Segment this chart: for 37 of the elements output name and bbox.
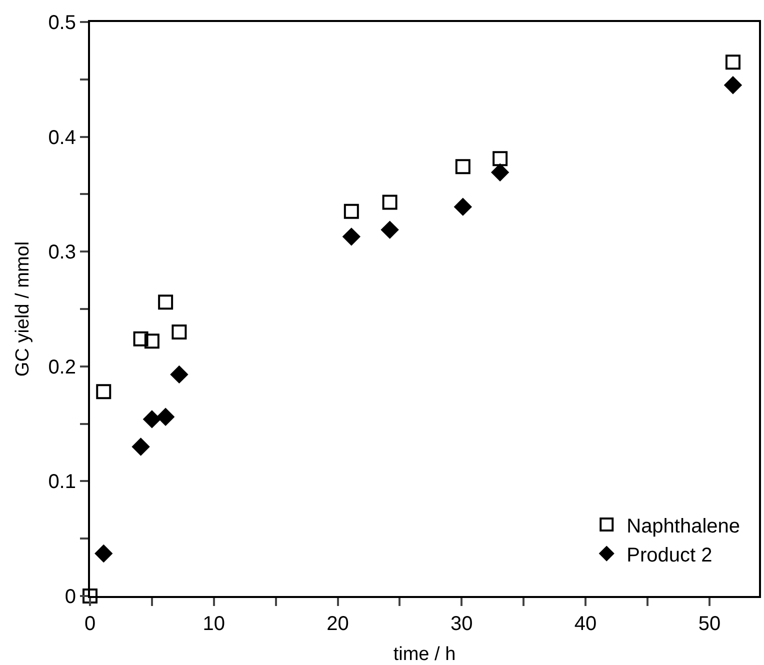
point bbox=[344, 204, 359, 219]
legend-label: Product 2 bbox=[626, 544, 712, 566]
y-tick-label: 0.2 bbox=[48, 356, 76, 378]
y-tick-label: 0.1 bbox=[48, 471, 76, 494]
point bbox=[724, 76, 742, 94]
x-tick-label: 10 bbox=[202, 613, 226, 635]
point bbox=[492, 151, 508, 166]
x-tick-label: 50 bbox=[698, 613, 721, 635]
point bbox=[94, 544, 113, 563]
point bbox=[133, 331, 148, 346]
point bbox=[144, 334, 160, 349]
x-tick-label: 20 bbox=[326, 613, 349, 635]
point bbox=[382, 194, 398, 210]
y-tick-label: 0.3 bbox=[48, 242, 76, 264]
point bbox=[342, 228, 361, 246]
y-tick-label: 0 bbox=[64, 586, 76, 608]
point bbox=[82, 588, 98, 604]
point bbox=[96, 384, 112, 400]
y-axis-title: GC yield / mmol bbox=[12, 241, 34, 377]
x-tick-label: 40 bbox=[574, 613, 597, 635]
y-tick-label: 0.4 bbox=[48, 126, 76, 149]
legend-label: Naphthalene bbox=[626, 515, 740, 538]
x-axis-title: time / h bbox=[393, 644, 456, 665]
point bbox=[156, 408, 175, 426]
point bbox=[725, 54, 740, 70]
point bbox=[454, 198, 472, 216]
point bbox=[158, 294, 174, 310]
point bbox=[172, 324, 187, 340]
point bbox=[490, 163, 510, 182]
point bbox=[142, 410, 162, 428]
x-tick-label: 0 bbox=[84, 613, 96, 635]
x-tick-label: 30 bbox=[450, 613, 473, 635]
point bbox=[380, 220, 399, 239]
point bbox=[170, 365, 188, 384]
point bbox=[132, 438, 150, 456]
point bbox=[455, 159, 470, 174]
y-tick-label: 0.5 bbox=[48, 12, 76, 34]
